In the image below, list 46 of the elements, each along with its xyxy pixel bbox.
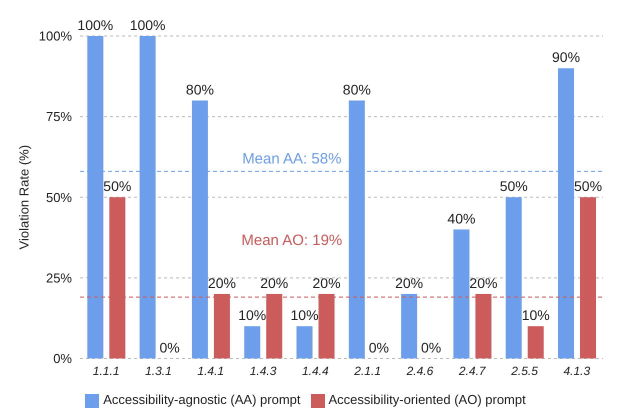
x-tick-label: 1.3.1: [145, 364, 172, 378]
data-label: 90%: [552, 49, 580, 66]
data-label: 10%: [522, 307, 550, 324]
data-label: 20%: [260, 274, 288, 291]
x-tick-label: 2.5.5: [510, 364, 538, 378]
data-label: 0%: [160, 339, 180, 356]
data-label: 100%: [130, 17, 166, 33]
data-label: 80%: [342, 81, 371, 98]
x-tick-label: 1.4.3: [250, 364, 277, 378]
x-tick-label: 1.1.1: [92, 364, 120, 378]
x-tick-label: 1.4.4: [302, 364, 330, 378]
data-label: 0%: [421, 339, 442, 356]
data-label: 50%: [500, 178, 528, 194]
data-label: 0%: [368, 339, 389, 356]
data-label: 10%: [290, 307, 319, 324]
data-label: 20%: [469, 274, 498, 291]
y-tick-label: 75%: [46, 109, 72, 124]
x-tick-label: 1.4.1: [197, 364, 224, 378]
bar: [401, 294, 418, 358]
y-tick-label: 25%: [46, 270, 72, 286]
x-tick-label: 2.4.6: [406, 364, 434, 378]
legend-label: Accessibility-agnostic (AA) prompt: [103, 392, 300, 408]
bar: [506, 197, 522, 358]
data-label: 40%: [447, 210, 476, 226]
y-axis-title: Violation Rate (%): [16, 144, 32, 250]
y-tick-label: 100%: [38, 28, 72, 44]
ref-line-label: Mean AO: 19%: [241, 232, 342, 250]
data-label: 50%: [574, 178, 602, 194]
bar: [244, 326, 260, 358]
legend-label: Accessibility-oriented (AO) prompt: [328, 392, 526, 408]
x-tick-label: 4.1.3: [564, 364, 591, 378]
bar: [453, 229, 470, 358]
data-label: 20%: [395, 274, 424, 291]
y-tick-label: 0%: [53, 351, 72, 366]
data-label: 50%: [103, 178, 132, 194]
data-label: 100%: [77, 17, 114, 33]
y-tick-label: 50%: [46, 190, 72, 205]
bar: [296, 326, 313, 358]
bar: [528, 326, 544, 358]
data-label: 20%: [208, 274, 236, 291]
data-label: 10%: [238, 307, 266, 324]
ref-line-label: Mean AA: 58%: [242, 150, 342, 168]
x-tick-label: 2.1.1: [353, 364, 381, 378]
data-label: 20%: [312, 274, 341, 291]
x-tick-label: 2.4.7: [458, 364, 487, 378]
data-label: 80%: [186, 81, 214, 98]
